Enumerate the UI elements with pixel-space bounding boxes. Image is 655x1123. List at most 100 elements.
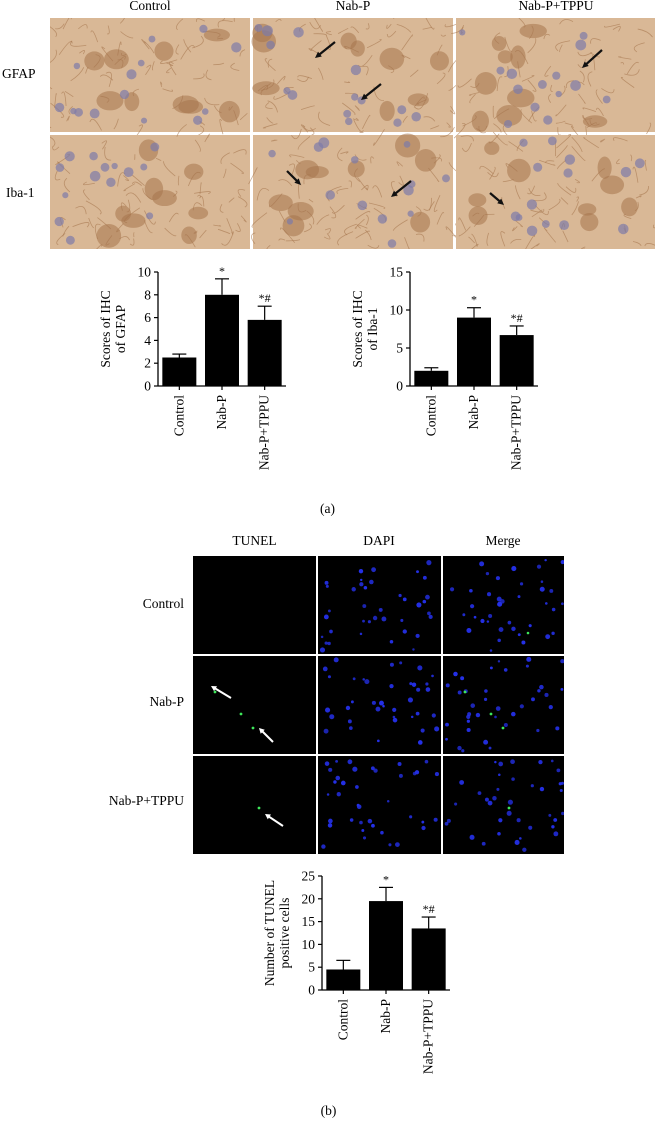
x-tick-label: Nab-P+TPPU — [257, 395, 272, 470]
ihc-micrograph-gfap-control — [50, 18, 250, 141]
y-axis-label-line: positive cells — [277, 898, 292, 969]
ihc-arrowhead — [497, 198, 504, 205]
ihc-column-header-nab-p: Nab-P — [335, 0, 371, 13]
tunel-micrograph-control-dapi — [318, 556, 441, 654]
bar-nab-p — [369, 901, 403, 990]
tunel-arrow — [260, 729, 274, 743]
y-tick-label: 5 — [308, 960, 315, 975]
x-tick-label: Nab-P+TPPU — [421, 999, 436, 1074]
y-tick-label: 10 — [302, 937, 316, 952]
chart-gfap-ihc-scores: 0 2 4 6 8 10 Scores of IHCof GFAP Control Nab-P *… — [98, 264, 286, 470]
x-tick-label: Control — [171, 395, 186, 437]
bar-nab-p-tppu — [499, 335, 534, 386]
tunel-column-header-tunel: TUNEL — [232, 533, 277, 548]
x-tick-label: Nab-P+TPPU — [509, 395, 524, 470]
y-axis-label-line: Scores of IHC — [98, 290, 113, 367]
tunel-column-header-merge: Merge — [485, 533, 521, 548]
y-axis-label: Scores of IHCof Iba-1 — [350, 290, 380, 367]
bar-nab-p — [457, 317, 491, 386]
significance-marker: * — [219, 264, 225, 278]
significance-marker: *# — [511, 311, 523, 325]
tunel-row-header-nab-p-tppu: Nab-P+TPPU — [108, 793, 184, 808]
tunel-arrowhead — [259, 728, 265, 734]
tunel-micrograph-nab-p-merge — [443, 656, 564, 754]
bar-control — [414, 370, 449, 386]
tunel-arrow — [266, 814, 284, 827]
y-tick-label: 10 — [138, 265, 152, 280]
tunel-micrograph-nab-p-tunel — [193, 656, 316, 754]
ihc-arrow — [286, 170, 299, 183]
ihc-micrograph-iba1-control — [50, 124, 250, 249]
y-tick-label: 2 — [144, 356, 151, 371]
y-tick-label: 20 — [302, 891, 316, 906]
x-tick-label: Nab-P — [378, 999, 393, 1034]
y-tick-label: 5 — [396, 341, 403, 356]
ihc-micrograph-grid — [50, 18, 655, 249]
y-tick-label: 4 — [144, 333, 151, 348]
bar-nab-p-tppu — [411, 928, 446, 990]
tunel-micrograph-control-tunel — [193, 556, 316, 654]
tunel-arrow — [213, 686, 232, 699]
y-tick-label: 25 — [302, 869, 316, 884]
ihc-row-header-iba1: Iba-1 — [6, 185, 35, 200]
ihc-micrograph-iba1-nab-p — [248, 126, 459, 249]
panel-a-label: (a) — [320, 501, 335, 516]
y-axis-label-line: Scores of IHC — [350, 290, 365, 367]
y-tick-label: 15 — [390, 265, 404, 280]
y-axis-label: Number of TUNELpositive cells — [262, 880, 292, 986]
significance-marker: * — [383, 872, 389, 886]
y-tick-label: 0 — [396, 379, 403, 394]
ihc-arrowhead — [294, 178, 301, 185]
bar-nab-p-tppu — [247, 319, 282, 386]
ihc-arrow — [584, 49, 603, 67]
tunel-micrograph-nab-p-tppu-merge — [443, 756, 564, 854]
y-tick-label: 15 — [302, 914, 316, 929]
ihc-arrow — [393, 180, 412, 196]
significance-marker: * — [471, 293, 477, 307]
y-axis-label-line: of Iba-1 — [365, 307, 380, 350]
tunel-arrowhead — [265, 814, 271, 820]
y-tick-label: 8 — [144, 287, 151, 302]
ihc-column-header-nab-p-tppu: Nab-P+TPPU — [518, 0, 594, 13]
ihc-arrowhead — [582, 61, 589, 68]
bar-control — [162, 357, 197, 386]
bar-control — [326, 969, 361, 990]
y-axis-label-line: Number of TUNEL — [262, 880, 277, 986]
tunel-row-header-control: Control — [142, 596, 184, 611]
y-axis-label-line: of GFAP — [113, 305, 128, 353]
ihc-micrograph-iba1-nab-p-tppu — [456, 131, 655, 249]
y-tick-label: 6 — [144, 310, 151, 325]
panel-b-label: (b) — [320, 1103, 337, 1118]
ihc-micrograph-gfap-nab-p-tppu — [451, 18, 655, 142]
x-tick-label: Nab-P — [466, 395, 481, 430]
ihc-arrow — [363, 83, 382, 99]
tunel-micrograph-nab-p-dapi — [318, 656, 441, 754]
significance-marker: *# — [423, 902, 435, 916]
y-tick-label: 0 — [308, 983, 315, 998]
tunel-fluorescence-grid — [193, 556, 564, 854]
y-tick-label: 0 — [144, 379, 151, 394]
ihc-micrograph-gfap-nab-p — [251, 18, 460, 135]
tunel-row-header-nab-p: Nab-P — [149, 694, 185, 709]
bar-nab-p — [205, 294, 239, 386]
tunel-column-header-dapi: DAPI — [363, 533, 395, 548]
x-tick-label: Control — [423, 395, 438, 437]
tunel-micrograph-nab-p-tppu-tunel — [193, 756, 316, 854]
ihc-arrowhead — [391, 190, 398, 197]
ihc-arrow — [317, 41, 336, 57]
significance-marker: *# — [259, 291, 271, 305]
tunel-micrograph-control-merge — [443, 556, 564, 654]
ihc-column-header-control: Control — [129, 0, 171, 13]
chart-iba1-ihc-scores: 0 5 10 15 Scores of IHCof Iba-1 Control Nab-P *… — [350, 265, 538, 470]
y-axis-label: Scores of IHCof GFAP — [98, 290, 128, 367]
y-tick-label: 10 — [390, 303, 404, 318]
tunel-arrowhead — [211, 686, 217, 692]
ihc-arrowhead — [315, 51, 322, 58]
ihc-arrow — [489, 192, 502, 204]
tunel-micrograph-nab-p-tppu-dapi — [318, 756, 441, 854]
chart-tunel-positive-cells: 0 5 10 15 20 25 Number of TUNELpositive cells C… — [262, 869, 450, 1074]
ihc-row-header-gfap: GFAP — [2, 66, 36, 81]
ihc-arrowhead — [361, 93, 368, 100]
x-tick-label: Control — [335, 999, 350, 1041]
x-tick-label: Nab-P — [214, 395, 229, 430]
